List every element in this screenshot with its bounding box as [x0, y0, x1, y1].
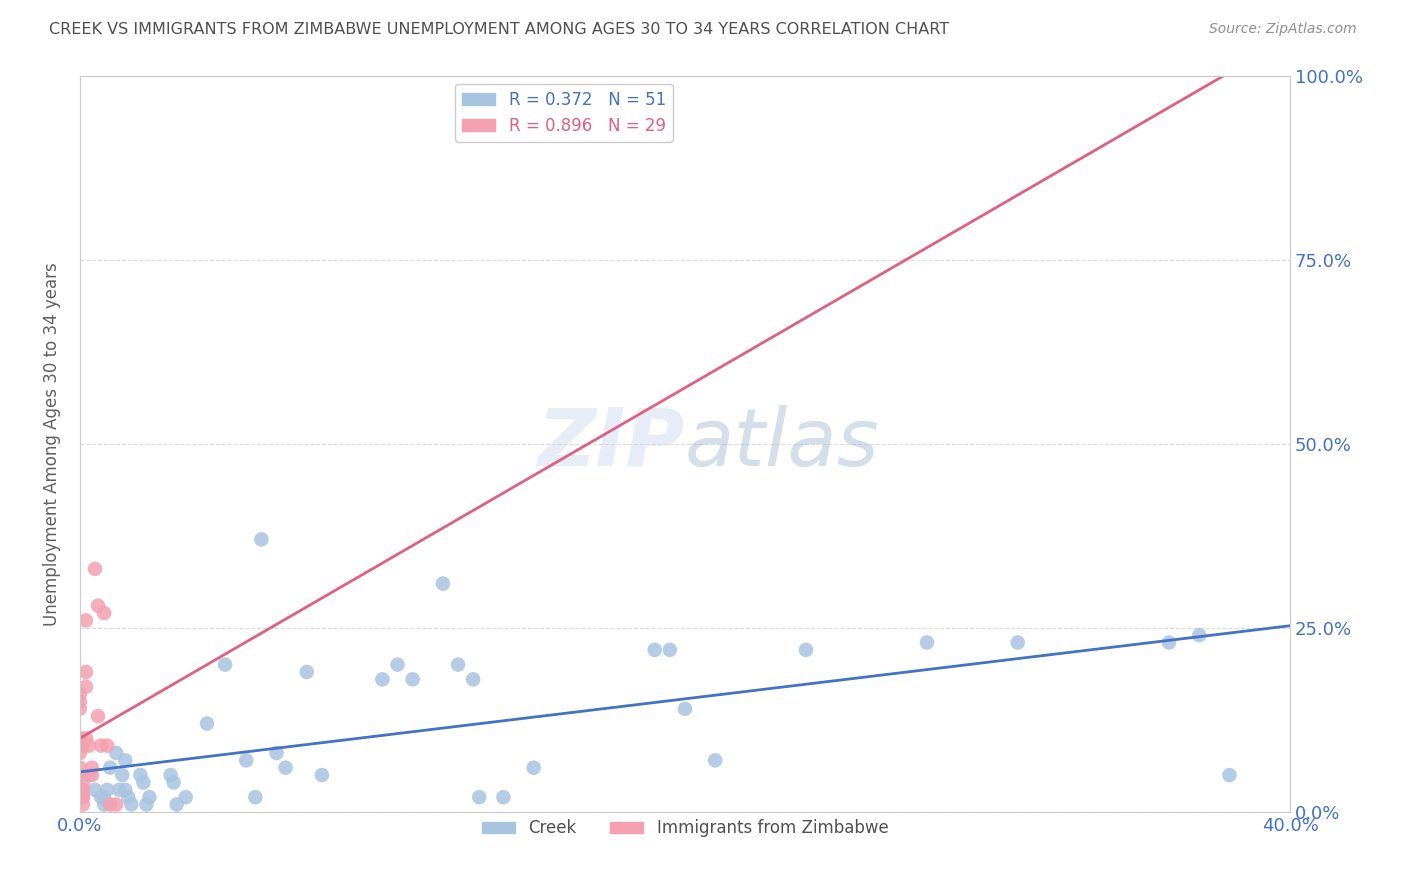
Point — [87, 599, 110, 613]
Point — [387, 657, 409, 672]
Point — [80, 761, 103, 775]
Point — [69, 731, 91, 746]
Point — [371, 673, 394, 687]
Point — [266, 746, 288, 760]
Point — [1157, 635, 1180, 649]
Point — [72, 782, 94, 797]
Point — [132, 775, 155, 789]
Point — [117, 790, 139, 805]
Point — [72, 790, 94, 805]
Point — [129, 768, 152, 782]
Point — [69, 790, 91, 805]
Point — [401, 673, 423, 687]
Point — [90, 790, 112, 805]
Point — [84, 782, 107, 797]
Point — [915, 635, 938, 649]
Point — [69, 761, 91, 775]
Point — [195, 716, 218, 731]
Point — [75, 665, 97, 679]
Point — [658, 643, 681, 657]
Point — [72, 797, 94, 812]
Point — [432, 576, 454, 591]
Point — [93, 790, 115, 805]
Point — [794, 643, 817, 657]
Text: ZIP: ZIP — [537, 405, 685, 483]
Point — [69, 768, 91, 782]
Legend: Creek, Immigrants from Zimbabwe: Creek, Immigrants from Zimbabwe — [475, 813, 896, 844]
Point — [75, 731, 97, 746]
Point — [235, 753, 257, 767]
Point — [492, 790, 515, 805]
Point — [166, 797, 188, 812]
Text: CREEK VS IMMIGRANTS FROM ZIMBABWE UNEMPLOYMENT AMONG AGES 30 TO 34 YEARS CORRELA: CREEK VS IMMIGRANTS FROM ZIMBABWE UNEMPL… — [49, 22, 949, 37]
Point — [159, 768, 181, 782]
Point — [93, 797, 115, 812]
Text: atlas: atlas — [685, 405, 880, 483]
Y-axis label: Unemployment Among Ages 30 to 34 years: Unemployment Among Ages 30 to 34 years — [44, 262, 60, 625]
Point — [1188, 628, 1211, 642]
Point — [114, 782, 136, 797]
Point — [311, 768, 333, 782]
Point — [98, 797, 121, 812]
Point — [96, 782, 118, 797]
Point — [1218, 768, 1240, 782]
Point — [704, 753, 727, 767]
Point — [644, 643, 666, 657]
Point — [673, 702, 696, 716]
Point — [75, 614, 97, 628]
Point — [72, 782, 94, 797]
Point — [274, 761, 297, 775]
Point — [84, 562, 107, 576]
Point — [468, 790, 491, 805]
Point — [135, 797, 157, 812]
Point — [80, 768, 103, 782]
Point — [77, 768, 100, 782]
Point — [295, 665, 318, 679]
Point — [523, 761, 546, 775]
Text: Source: ZipAtlas.com: Source: ZipAtlas.com — [1209, 22, 1357, 37]
Point — [69, 702, 91, 716]
Point — [111, 768, 134, 782]
Point — [72, 775, 94, 789]
Point — [214, 657, 236, 672]
Point — [77, 739, 100, 753]
Point — [87, 709, 110, 723]
Point — [96, 739, 118, 753]
Point — [98, 761, 121, 775]
Point — [69, 687, 91, 701]
Point — [69, 694, 91, 708]
Point — [163, 775, 186, 789]
Point — [93, 606, 115, 620]
Point — [447, 657, 470, 672]
Point — [120, 797, 142, 812]
Point — [72, 739, 94, 753]
Point — [90, 739, 112, 753]
Point — [108, 782, 131, 797]
Point — [245, 790, 267, 805]
Point — [463, 673, 485, 687]
Point — [138, 790, 160, 805]
Point — [114, 753, 136, 767]
Point — [105, 746, 128, 760]
Point — [75, 680, 97, 694]
Point — [105, 797, 128, 812]
Point — [69, 746, 91, 760]
Point — [174, 790, 197, 805]
Point — [1007, 635, 1029, 649]
Point — [72, 790, 94, 805]
Point — [250, 533, 273, 547]
